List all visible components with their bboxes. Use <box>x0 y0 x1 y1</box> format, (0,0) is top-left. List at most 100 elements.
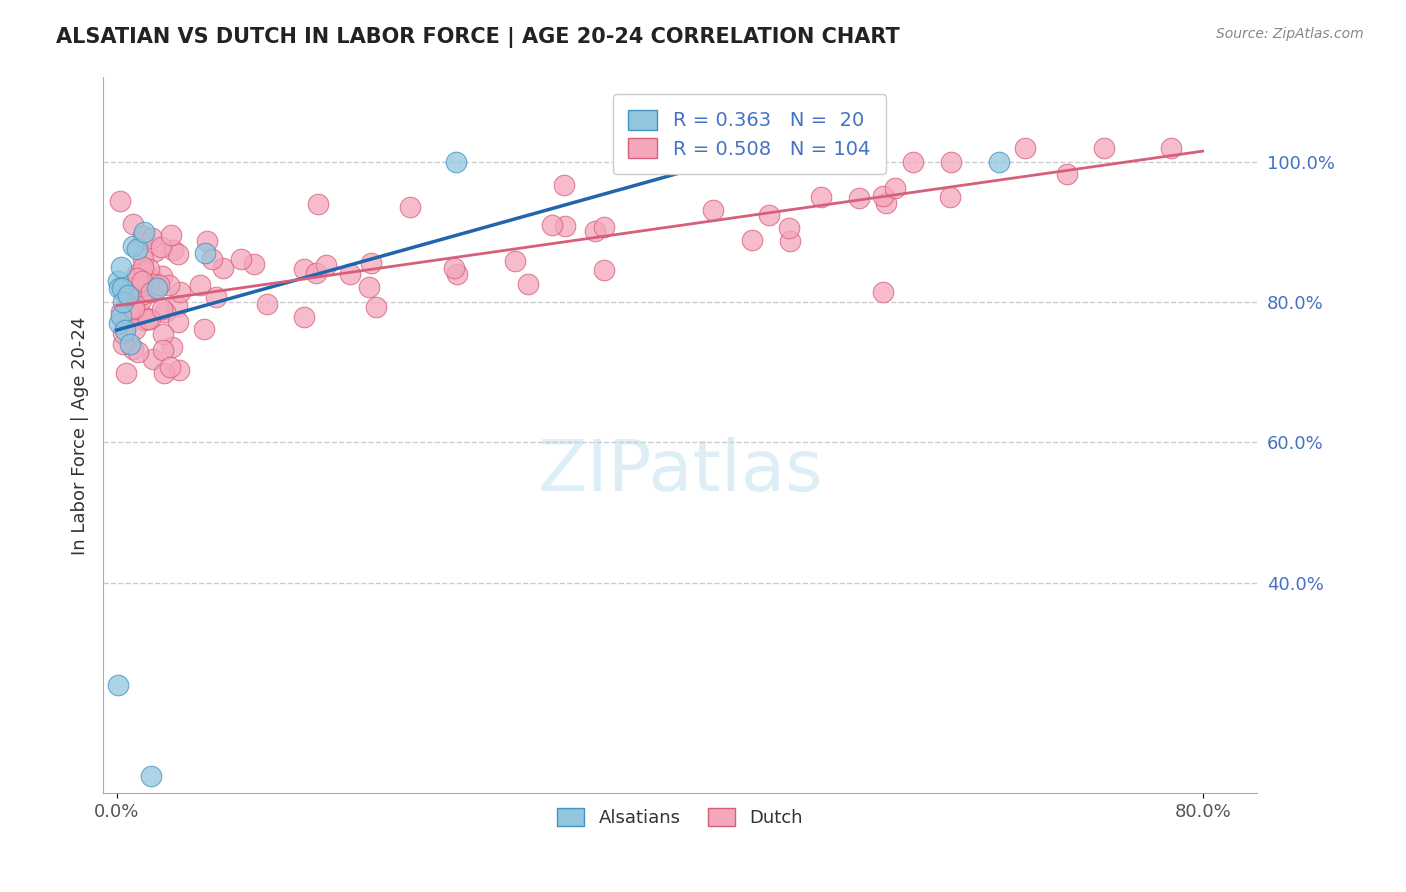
Point <box>110 260 132 274</box>
Point <box>204 290 226 304</box>
Point <box>134 263 156 277</box>
Point <box>125 268 148 282</box>
Point <box>146 281 169 295</box>
Point <box>108 316 131 330</box>
Point <box>125 270 148 285</box>
Point <box>1014 141 1036 155</box>
Point <box>118 306 141 320</box>
Point <box>132 225 155 239</box>
Point <box>357 280 380 294</box>
Y-axis label: In Labor Force | Age 20-24: In Labor Force | Age 20-24 <box>72 316 89 555</box>
Point <box>517 277 540 291</box>
Point <box>540 218 562 232</box>
Point <box>138 261 160 276</box>
Point <box>107 677 129 691</box>
Point <box>875 196 897 211</box>
Point <box>124 282 146 296</box>
Point <box>446 267 468 281</box>
Point <box>127 345 149 359</box>
Point <box>166 247 188 261</box>
Legend: Alsatians, Dutch: Alsatians, Dutch <box>550 801 810 834</box>
Point <box>503 253 526 268</box>
Point <box>307 196 329 211</box>
Point <box>143 244 166 259</box>
Point <box>229 252 252 266</box>
Point <box>108 194 131 209</box>
Point <box>124 321 146 335</box>
Point <box>122 239 145 253</box>
Point <box>115 286 138 301</box>
Point <box>111 336 134 351</box>
Point <box>583 224 606 238</box>
Point <box>294 310 316 325</box>
Point <box>157 277 180 292</box>
Point <box>110 305 132 319</box>
Point <box>111 281 134 295</box>
Point <box>360 256 382 270</box>
Point <box>366 301 388 315</box>
Text: ALSATIAN VS DUTCH IN LABOR FORCE | AGE 20-24 CORRELATION CHART: ALSATIAN VS DUTCH IN LABOR FORCE | AGE 2… <box>56 27 900 48</box>
Point <box>785 154 807 169</box>
Point <box>139 285 162 299</box>
Point <box>399 200 422 214</box>
Point <box>139 769 162 783</box>
Point <box>131 274 153 288</box>
Point <box>339 267 361 281</box>
Point <box>114 323 136 337</box>
Point <box>110 309 132 323</box>
Point <box>141 231 163 245</box>
Point <box>136 311 159 326</box>
Point <box>305 266 328 280</box>
Point <box>744 145 766 160</box>
Point <box>315 258 337 272</box>
Point <box>553 178 575 192</box>
Point <box>554 219 576 234</box>
Point <box>118 286 141 301</box>
Point <box>150 269 173 284</box>
Point <box>443 260 465 275</box>
Point <box>108 281 131 295</box>
Point <box>884 180 907 194</box>
Point <box>193 322 215 336</box>
Point <box>115 366 138 380</box>
Point <box>901 154 924 169</box>
Point <box>132 229 155 244</box>
Point <box>132 286 155 301</box>
Point <box>1160 141 1182 155</box>
Point <box>201 252 224 266</box>
Point <box>122 217 145 231</box>
Point <box>132 260 155 274</box>
Point <box>292 261 315 276</box>
Point <box>167 362 190 376</box>
Point <box>142 351 165 366</box>
Point <box>758 208 780 222</box>
Point <box>195 234 218 248</box>
Point <box>112 295 135 310</box>
Text: Source: ZipAtlas.com: Source: ZipAtlas.com <box>1216 27 1364 41</box>
Point <box>148 278 170 293</box>
Text: ZIPatlas: ZIPatlas <box>537 437 823 506</box>
Point <box>124 302 146 317</box>
Point <box>872 285 894 299</box>
Point <box>132 252 155 266</box>
Point <box>122 301 145 315</box>
Point <box>152 326 174 341</box>
Point <box>166 299 188 313</box>
Point <box>167 315 190 329</box>
Point <box>142 273 165 287</box>
Point <box>129 293 152 307</box>
Point <box>779 234 801 248</box>
Point <box>132 312 155 326</box>
Point <box>160 340 183 354</box>
Point <box>162 243 184 257</box>
Point <box>120 280 142 294</box>
Point <box>939 155 962 169</box>
Point <box>125 243 148 257</box>
Point <box>702 203 724 218</box>
Point <box>136 276 159 290</box>
Point <box>848 191 870 205</box>
Point <box>592 220 614 235</box>
Point <box>107 274 129 288</box>
Point <box>152 343 174 357</box>
Point <box>149 240 172 254</box>
